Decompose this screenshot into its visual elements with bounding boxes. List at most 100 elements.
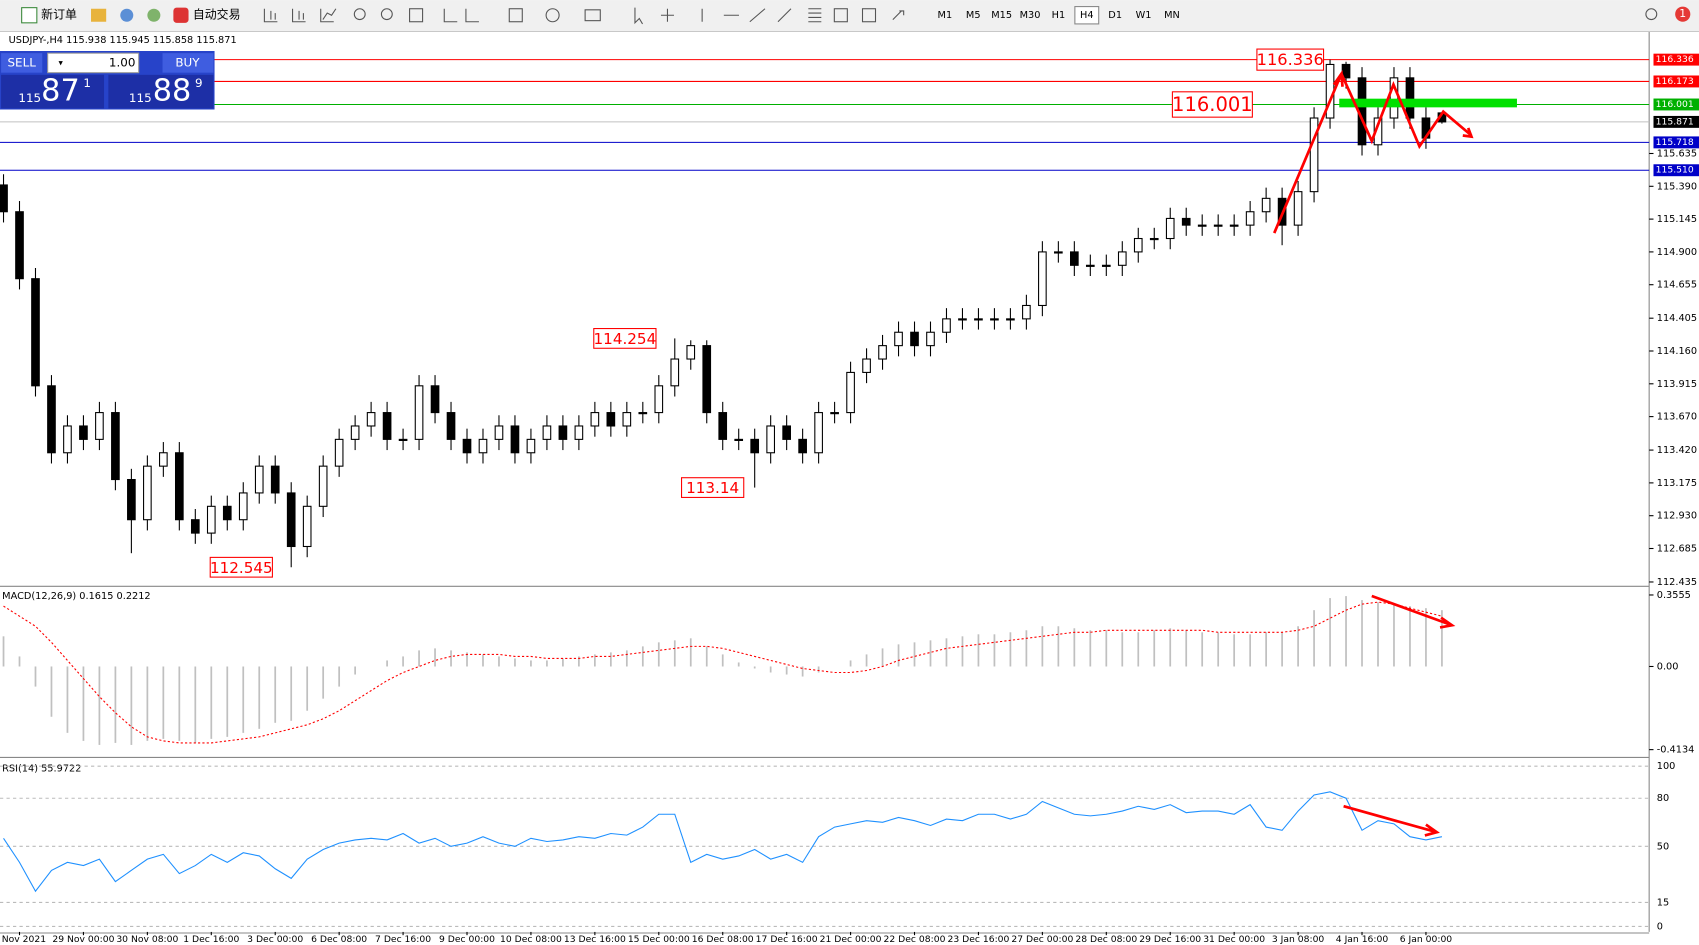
- toolbar-bg: [0, 0, 1699, 32]
- candle-body: [782, 425, 791, 440]
- icon[interactable]: [443, 8, 479, 23]
- timeframes: M1 M5 M15 M30 H1 H4 D1 W1 MN: [938, 6, 1180, 25]
- candle-body: [270, 465, 280, 494]
- macd-label: MACD(12,26,9) 0.1615 0.2212: [2, 591, 150, 602]
- icon[interactable]: [833, 8, 848, 23]
- level-label: 115.718: [1656, 137, 1694, 148]
- timeframe[interactable]: M30: [1020, 10, 1041, 21]
- buy-button[interactable]: [162, 53, 214, 73]
- x-tick-label: 15 Dec 00:00: [628, 934, 690, 945]
- new-order-icon[interactable]: [21, 7, 38, 24]
- x-tick-label: 5 Nov 2021: [0, 934, 46, 945]
- bid-box[interactable]: [1, 74, 105, 109]
- y-tick-label: 113.175: [1657, 478, 1697, 489]
- candle-body: [654, 385, 664, 414]
- icon[interactable]: [508, 8, 523, 23]
- candle-body: [990, 318, 999, 321]
- candle-body: [750, 438, 760, 454]
- x-tick-label: 7 Dec 16:00: [375, 934, 431, 945]
- icon[interactable]: [353, 8, 366, 21]
- x-tick-label: 6 Dec 08:00: [311, 934, 367, 945]
- icon[interactable]: [545, 8, 560, 23]
- icon[interactable]: [634, 7, 822, 25]
- icon[interactable]: [861, 8, 877, 23]
- search-icon[interactable]: [1645, 8, 1658, 21]
- x-tick-label: 3 Dec 00:00: [247, 934, 303, 945]
- timeframe[interactable]: H4: [1080, 10, 1094, 21]
- icon[interactable]: [91, 8, 107, 22]
- timeframe[interactable]: M5: [966, 10, 981, 21]
- candle-body: [159, 452, 168, 467]
- badge[interactable]: [1675, 6, 1691, 22]
- auto-trading-icon[interactable]: [173, 7, 189, 23]
- y-tick-label: 114.160: [1657, 346, 1697, 357]
- level-label-box: [1653, 75, 1699, 88]
- ask-box[interactable]: [108, 74, 214, 109]
- timeframe[interactable]: MN: [1164, 10, 1180, 21]
- lots-input[interactable]: [47, 52, 140, 74]
- trade-panel: SELL ▾ 1.00 BUY 115 87 1 115 88 9: [0, 51, 215, 110]
- arrow: [1371, 594, 1456, 629]
- candle-body: [334, 438, 344, 467]
- candle-body: [206, 505, 216, 534]
- candle-body: [606, 412, 616, 427]
- candle-body: [702, 345, 712, 414]
- candle-body: [846, 371, 855, 414]
- icon[interactable]: [320, 8, 337, 23]
- badge-count: 1: [1679, 7, 1686, 20]
- x-tick-label: 23 Dec 16:00: [947, 934, 1009, 945]
- x-tick-label: 22 Dec 08:00: [884, 934, 946, 945]
- candle-body: [366, 412, 376, 427]
- icon[interactable]: [263, 8, 278, 23]
- drawings: [1273, 69, 1517, 837]
- candle-body: [1133, 237, 1143, 253]
- icon[interactable]: [409, 8, 424, 23]
- level-label: 115.871: [1656, 116, 1694, 127]
- candle-body: [318, 465, 328, 507]
- ask-pips: 88: [153, 74, 192, 109]
- candle-body: [79, 425, 88, 440]
- timeframe[interactable]: M1: [938, 10, 953, 21]
- sell-button[interactable]: [1, 53, 43, 73]
- annotation-box: [1171, 91, 1253, 118]
- toolbar: 新订单 自动交易 M1 M5 M15 M30 H1 H4 D1 W1 MN 1: [0, 0, 1699, 33]
- level-label-box: [1653, 164, 1699, 177]
- candle-body: [190, 519, 200, 534]
- icon[interactable]: [892, 10, 905, 20]
- timeframe[interactable]: M15: [991, 10, 1012, 21]
- lots-down[interactable]: ▾: [58, 58, 63, 68]
- macd-signal: [3, 601, 1443, 744]
- timeframe[interactable]: W1: [1136, 10, 1152, 21]
- icon[interactable]: [147, 8, 161, 22]
- annotation-box: [209, 556, 273, 578]
- x-tick-label: 10 Dec 08:00: [500, 934, 562, 945]
- sell-label[interactable]: SELL: [7, 55, 36, 69]
- auto-trading[interactable]: 自动交易: [193, 8, 241, 22]
- timeframe[interactable]: H1: [1052, 10, 1066, 21]
- candle-body: [302, 505, 312, 548]
- new-order[interactable]: 新订单: [41, 8, 77, 22]
- candle-body: [286, 492, 296, 548]
- y-tick-label: 80: [1657, 793, 1669, 804]
- candle-body: [942, 318, 951, 333]
- lots-value[interactable]: 1.00: [109, 55, 136, 69]
- candle-body: [574, 425, 584, 440]
- buy-label[interactable]: BUY: [175, 55, 200, 69]
- candle-body: [1085, 264, 1095, 267]
- timeframe[interactable]: D1: [1108, 10, 1122, 21]
- candle-body: [478, 438, 488, 454]
- bid-frac: 1: [83, 76, 91, 90]
- y-tick-label: 113.670: [1657, 412, 1697, 423]
- icon[interactable]: [120, 8, 134, 22]
- y-tick-label: 115.390: [1657, 181, 1697, 192]
- y-tick-label: 113.420: [1657, 445, 1697, 456]
- candle-body: [127, 478, 136, 521]
- icon[interactable]: [380, 8, 393, 21]
- candle-body: [1117, 251, 1127, 266]
- icon[interactable]: [584, 9, 601, 22]
- candle-body: [414, 385, 424, 440]
- annotation: 113.14: [686, 479, 739, 497]
- y-tick-label: 112.930: [1657, 511, 1697, 522]
- icon[interactable]: [292, 8, 306, 23]
